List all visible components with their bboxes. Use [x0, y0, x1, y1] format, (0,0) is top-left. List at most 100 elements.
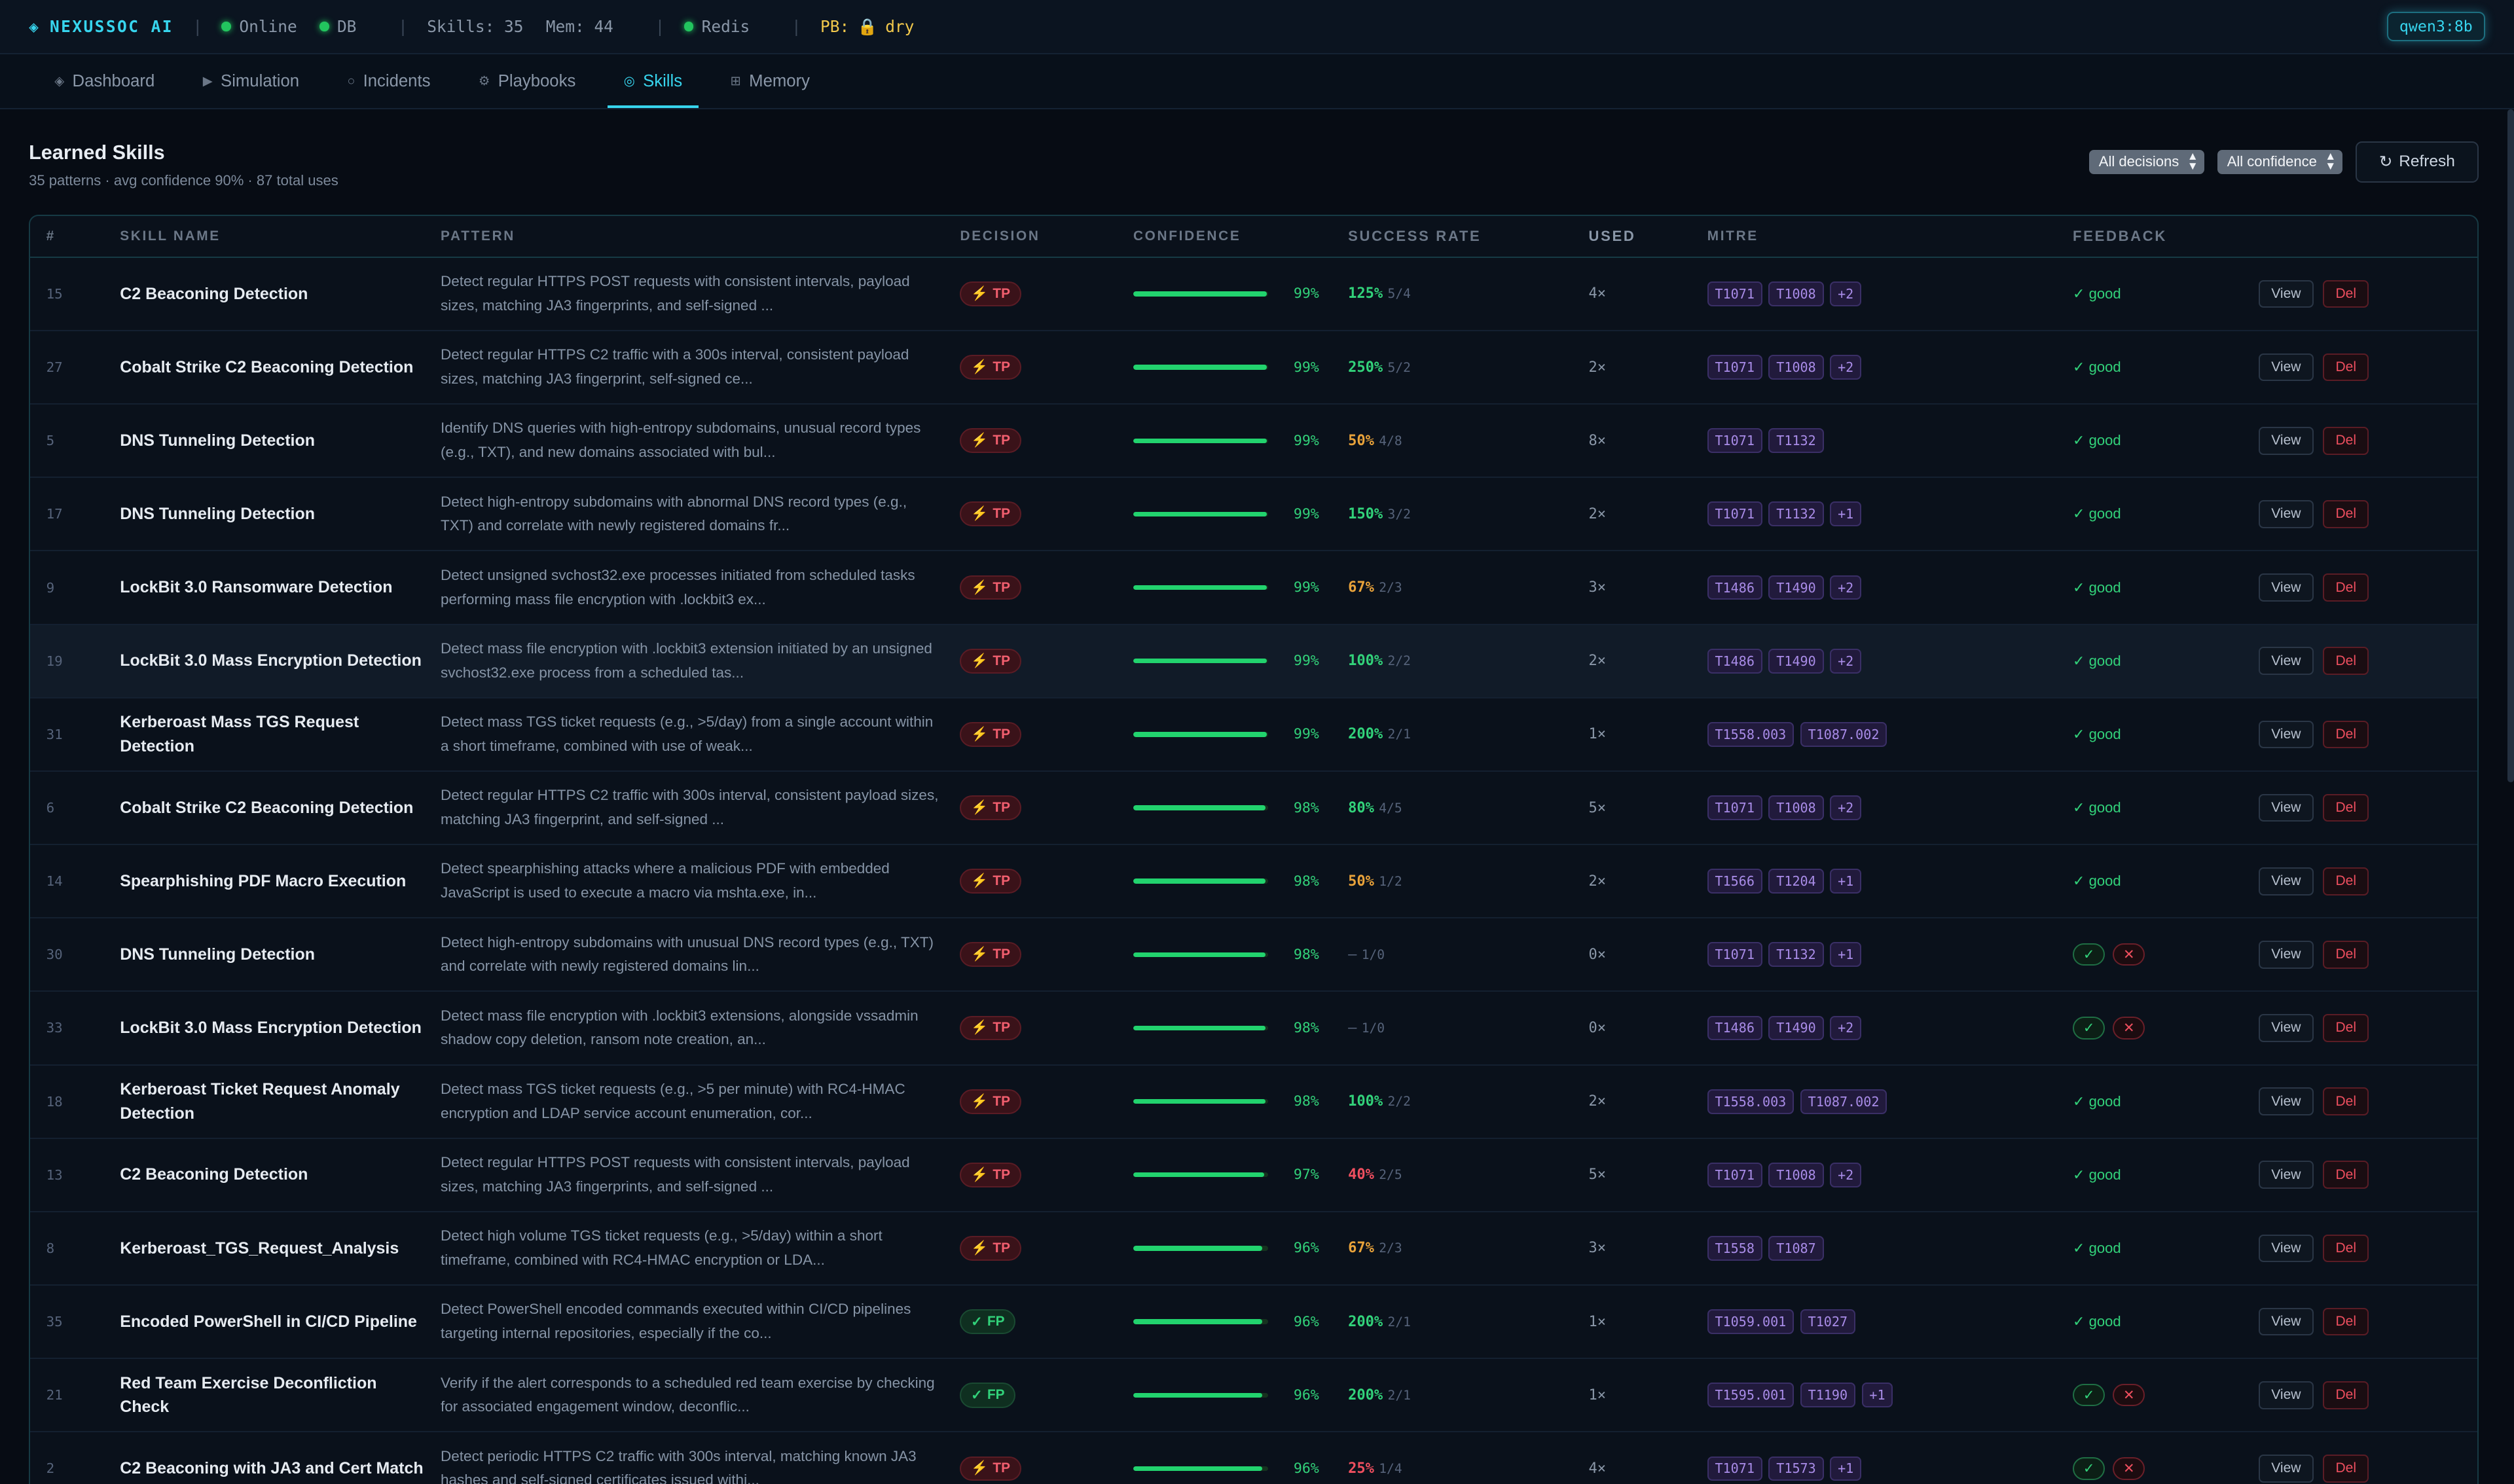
- view-button[interactable]: View: [2259, 1087, 2314, 1115]
- view-button[interactable]: View: [2259, 1455, 2314, 1483]
- mitre-tag[interactable]: T1490: [1768, 1015, 1824, 1041]
- delete-button[interactable]: Del: [2323, 940, 2369, 969]
- mitre-tag[interactable]: T1071: [1707, 795, 1762, 820]
- mitre-tag[interactable]: T1486: [1707, 575, 1762, 600]
- delete-button[interactable]: Del: [2323, 867, 2369, 896]
- mitre-tag[interactable]: T1087.002: [1800, 721, 1887, 747]
- mitre-tag[interactable]: T1490: [1768, 648, 1824, 674]
- skill-name[interactable]: Encoded PowerShell in CI/CD Pipeline: [120, 1312, 417, 1331]
- skill-name[interactable]: Red Team Exercise Deconfliction Check: [120, 1373, 377, 1417]
- refresh-button[interactable]: ↻ Refresh: [2355, 141, 2479, 183]
- tab-memory[interactable]: ⊞ Memory: [730, 71, 810, 90]
- model-badge[interactable]: qwen3:8b: [2386, 11, 2485, 42]
- mitre-tag[interactable]: T1132: [1768, 428, 1824, 454]
- mitre-tag[interactable]: T1071: [1707, 428, 1762, 454]
- mitre-tag[interactable]: T1204: [1768, 869, 1824, 894]
- mitre-tag[interactable]: T1071: [1707, 281, 1762, 306]
- view-button[interactable]: View: [2259, 280, 2314, 308]
- feedback-approve-button[interactable]: ✓: [2073, 1457, 2105, 1480]
- mitre-tag[interactable]: T1558: [1707, 1236, 1762, 1261]
- skill-name[interactable]: Spearphishing PDF Macro Execution: [120, 871, 407, 890]
- mitre-tag[interactable]: T1486: [1707, 648, 1762, 674]
- delete-button[interactable]: Del: [2323, 1307, 2369, 1336]
- mitre-tag[interactable]: +2: [1830, 355, 1862, 380]
- delete-button[interactable]: Del: [2323, 720, 2369, 749]
- delete-button[interactable]: Del: [2323, 573, 2369, 602]
- tab-incidents[interactable]: ○ Incidents: [347, 71, 431, 90]
- mitre-tag[interactable]: T1486: [1707, 1015, 1762, 1041]
- mitre-tag[interactable]: T1027: [1800, 1309, 1855, 1334]
- tab-playbooks[interactable]: ⚙ Playbooks: [478, 71, 576, 90]
- mitre-tag[interactable]: T1087.002: [1800, 1089, 1887, 1114]
- mitre-tag[interactable]: T1008: [1768, 355, 1824, 380]
- delete-button[interactable]: Del: [2323, 1381, 2369, 1409]
- mitre-tag[interactable]: T1558.003: [1707, 1089, 1794, 1114]
- delete-button[interactable]: Del: [2323, 353, 2369, 382]
- mitre-tag[interactable]: +2: [1830, 795, 1862, 820]
- feedback-reject-button[interactable]: ✕: [2113, 1017, 2145, 1040]
- skill-name[interactable]: LockBit 3.0 Mass Encryption Detection: [120, 651, 422, 670]
- view-button[interactable]: View: [2259, 720, 2314, 749]
- feedback-reject-button[interactable]: ✕: [2113, 943, 2145, 966]
- mitre-tag[interactable]: T1595.001: [1707, 1383, 1794, 1408]
- skill-name[interactable]: C2 Beaconing Detection: [120, 1165, 308, 1184]
- delete-button[interactable]: Del: [2323, 1014, 2369, 1042]
- tab-skills[interactable]: ◎ Skills: [608, 72, 699, 108]
- skill-name[interactable]: LockBit 3.0 Ransomware Detection: [120, 578, 393, 597]
- mitre-tag[interactable]: +1: [1830, 501, 1862, 527]
- skill-name[interactable]: DNS Tunneling Detection: [120, 945, 315, 964]
- mitre-tag[interactable]: +1: [1830, 942, 1862, 968]
- delete-button[interactable]: Del: [2323, 426, 2369, 455]
- view-button[interactable]: View: [2259, 500, 2314, 528]
- mitre-tag[interactable]: +1: [1861, 1383, 1893, 1408]
- skill-name[interactable]: LockBit 3.0 Mass Encryption Detection: [120, 1019, 422, 1038]
- skill-name[interactable]: DNS Tunneling Detection: [120, 431, 315, 450]
- skill-name[interactable]: Kerberoast_TGS_Request_Analysis: [120, 1239, 399, 1258]
- mitre-tag[interactable]: T1087: [1768, 1236, 1824, 1261]
- mitre-tag[interactable]: T1071: [1707, 1456, 1762, 1481]
- mitre-tag[interactable]: T1558.003: [1707, 721, 1794, 747]
- mitre-tag[interactable]: T1573: [1768, 1456, 1824, 1481]
- view-button[interactable]: View: [2259, 1307, 2314, 1336]
- skill-name[interactable]: Cobalt Strike C2 Beaconing Detection: [120, 798, 414, 817]
- mitre-tag[interactable]: T1490: [1768, 575, 1824, 600]
- delete-button[interactable]: Del: [2323, 1161, 2369, 1189]
- mitre-tag[interactable]: +2: [1830, 1015, 1862, 1041]
- mitre-tag[interactable]: T1190: [1800, 1383, 1855, 1408]
- skill-name[interactable]: Kerberoast Ticket Request Anomaly Detect…: [120, 1079, 400, 1123]
- mitre-tag[interactable]: T1008: [1768, 1162, 1824, 1187]
- view-button[interactable]: View: [2259, 1161, 2314, 1189]
- mitre-tag[interactable]: +2: [1830, 281, 1862, 306]
- decision-filter-select[interactable]: All decisions ▲ ▼: [2089, 149, 2205, 174]
- view-button[interactable]: View: [2259, 1014, 2314, 1042]
- mitre-tag[interactable]: T1132: [1768, 942, 1824, 968]
- confidence-filter-select[interactable]: All confidence ▲ ▼: [2217, 149, 2343, 174]
- delete-button[interactable]: Del: [2323, 793, 2369, 822]
- mitre-tag[interactable]: +2: [1830, 575, 1862, 600]
- mitre-tag[interactable]: T1071: [1707, 501, 1762, 527]
- mitre-tag[interactable]: +2: [1830, 648, 1862, 674]
- delete-button[interactable]: Del: [2323, 1087, 2369, 1115]
- mitre-tag[interactable]: T1059.001: [1707, 1309, 1794, 1334]
- view-button[interactable]: View: [2259, 793, 2314, 822]
- mitre-tag[interactable]: +2: [1830, 1162, 1862, 1187]
- mitre-tag[interactable]: T1008: [1768, 795, 1824, 820]
- view-button[interactable]: View: [2259, 573, 2314, 602]
- feedback-approve-button[interactable]: ✓: [2073, 1384, 2105, 1407]
- view-button[interactable]: View: [2259, 1234, 2314, 1263]
- feedback-reject-button[interactable]: ✕: [2113, 1457, 2145, 1480]
- scrollbar[interactable]: [2507, 109, 2514, 783]
- view-button[interactable]: View: [2259, 353, 2314, 382]
- view-button[interactable]: View: [2259, 426, 2314, 455]
- mitre-tag[interactable]: T1008: [1768, 281, 1824, 306]
- tab-dashboard[interactable]: ◈ Dashboard: [54, 71, 155, 90]
- skill-name[interactable]: C2 Beaconing with JA3 and Cert Match: [120, 1459, 424, 1478]
- mitre-tag[interactable]: T1071: [1707, 355, 1762, 380]
- feedback-approve-button[interactable]: ✓: [2073, 1017, 2105, 1040]
- skill-name[interactable]: C2 Beaconing Detection: [120, 284, 308, 303]
- view-button[interactable]: View: [2259, 867, 2314, 896]
- feedback-approve-button[interactable]: ✓: [2073, 943, 2105, 966]
- feedback-reject-button[interactable]: ✕: [2113, 1384, 2145, 1407]
- mitre-tag[interactable]: T1071: [1707, 942, 1762, 968]
- delete-button[interactable]: Del: [2323, 647, 2369, 676]
